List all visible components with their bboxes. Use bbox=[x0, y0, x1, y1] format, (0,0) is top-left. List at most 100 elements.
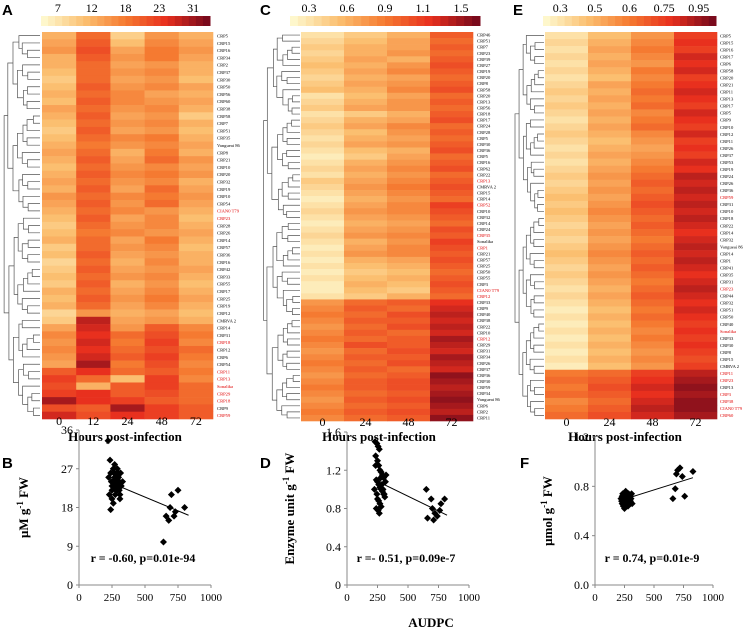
dendrogram-branch bbox=[27, 239, 40, 248]
heatmap-row-label: CRP57 bbox=[217, 245, 231, 250]
heatmap-cell bbox=[588, 229, 632, 237]
heatmap-cell bbox=[588, 32, 632, 40]
heatmap-cell bbox=[387, 402, 431, 410]
color-scale-segment bbox=[385, 16, 394, 26]
heatmap-cell bbox=[631, 116, 675, 124]
heatmap-cell bbox=[178, 199, 214, 208]
heatmap-cell bbox=[301, 220, 345, 227]
heatmap-cell bbox=[344, 390, 388, 397]
heatmap-cell bbox=[344, 129, 388, 136]
heatmap-cell bbox=[110, 221, 145, 230]
heatmap-cell bbox=[110, 229, 145, 237]
heatmap-cell bbox=[76, 192, 111, 201]
color-scale-segment bbox=[48, 16, 56, 26]
scatter-point bbox=[424, 514, 432, 522]
heatmap-row-label: CRP14 bbox=[217, 238, 231, 243]
heatmap-cell bbox=[76, 39, 111, 47]
heatmap-cell bbox=[344, 408, 388, 416]
heatmap-cell bbox=[76, 272, 111, 281]
heatmap-cell bbox=[110, 287, 145, 296]
dendrogram-branch bbox=[282, 127, 288, 142]
heatmap-cell bbox=[301, 414, 345, 422]
heatmap-row-label: CRP34 bbox=[217, 55, 231, 60]
heatmap-cell bbox=[178, 280, 214, 288]
color-scale-segment bbox=[636, 16, 645, 26]
heatmap-cell bbox=[674, 341, 718, 349]
heatmap-row-label: CRP10 bbox=[217, 165, 231, 170]
heatmap-cell bbox=[178, 185, 214, 193]
heatmap-cell bbox=[344, 305, 388, 312]
heatmap-row-label: CRP10 bbox=[720, 209, 734, 214]
heatmap-cell bbox=[387, 86, 431, 94]
heatmap-cell bbox=[110, 126, 145, 135]
heatmap-cell bbox=[545, 264, 589, 272]
color-scale-segment bbox=[392, 16, 402, 26]
heatmap-cell bbox=[42, 97, 77, 106]
dendrogram-branch bbox=[287, 338, 300, 346]
heatmap-cell bbox=[674, 88, 718, 96]
dendrogram-branch bbox=[281, 226, 289, 240]
y-tick-label: 27 bbox=[61, 462, 73, 476]
heatmap-cell bbox=[545, 165, 589, 174]
dendrogram-branch bbox=[263, 120, 268, 321]
heatmap-cell bbox=[588, 292, 632, 300]
heatmap-row-label: CRP33 bbox=[720, 336, 734, 341]
heatmap-cell bbox=[344, 250, 388, 258]
heatmap-cell bbox=[588, 165, 632, 174]
heatmap-cell bbox=[42, 360, 77, 369]
heatmap-cell bbox=[344, 32, 388, 39]
heatmap-cell bbox=[545, 306, 589, 314]
color-scale-segment bbox=[615, 16, 623, 26]
heatmap-cell bbox=[144, 324, 180, 332]
heatmap-cell bbox=[344, 226, 388, 233]
heatmap-row-label: CRP30 bbox=[217, 77, 231, 82]
heatmap-row-label: CRP55 bbox=[477, 276, 491, 281]
heatmap-row-label: CRP12 bbox=[720, 132, 734, 137]
heatmap-cell bbox=[387, 348, 431, 355]
heatmap-cell bbox=[110, 251, 145, 259]
heatmap-cell bbox=[430, 62, 474, 69]
heatmap-cell bbox=[42, 353, 77, 361]
heatmap-cell bbox=[631, 285, 675, 293]
heatmap-cell bbox=[674, 74, 718, 82]
heatmap-row-label: CRP31 bbox=[477, 349, 491, 354]
heatmap-cell bbox=[387, 269, 431, 276]
heatmap-cell bbox=[76, 75, 111, 84]
heatmap-cell bbox=[631, 123, 675, 131]
heatmap-cell bbox=[178, 265, 214, 274]
heatmap-cell bbox=[144, 397, 180, 405]
color-scale-segment bbox=[41, 16, 49, 26]
heatmap-cell bbox=[588, 151, 632, 159]
heatmap-cell bbox=[545, 278, 589, 286]
heatmap-cell bbox=[387, 311, 431, 318]
heatmap-cell bbox=[301, 214, 345, 221]
heatmap-cell bbox=[674, 362, 718, 371]
dendrogram-branch bbox=[530, 161, 544, 174]
heatmap-cell bbox=[430, 299, 474, 306]
color-scale-segment bbox=[464, 16, 473, 26]
trend-line bbox=[113, 483, 189, 516]
heatmap-cell bbox=[387, 129, 431, 136]
heatmap-cell bbox=[178, 382, 214, 391]
heatmap-cell bbox=[545, 334, 589, 342]
heatmap-cell bbox=[588, 313, 632, 321]
panel-label-c: C bbox=[260, 2, 271, 19]
heatmap-cell bbox=[144, 53, 180, 62]
heatmap-row-label: CRP39 bbox=[477, 57, 491, 62]
heatmap-cell bbox=[301, 256, 345, 264]
heatmap-cell bbox=[344, 141, 388, 148]
heatmap-cell bbox=[387, 68, 431, 75]
heatmap-row-label: CRP3 bbox=[477, 282, 489, 287]
dendrogram-branch bbox=[530, 142, 544, 156]
dendrogram-branch bbox=[286, 150, 300, 157]
heatmap-cell bbox=[344, 378, 388, 385]
heatmap-row-label: CRP3 bbox=[720, 392, 732, 397]
heatmap-cell bbox=[674, 39, 718, 47]
heatmap-cell bbox=[631, 172, 675, 181]
scatter-point bbox=[115, 469, 123, 477]
heatmap-cell bbox=[631, 193, 675, 202]
heatmap-cell bbox=[631, 214, 675, 223]
heatmap-row-label: CRP11 bbox=[217, 369, 231, 374]
heatmap-cell bbox=[42, 309, 77, 318]
heatmap-column-label: 48 bbox=[156, 414, 168, 428]
